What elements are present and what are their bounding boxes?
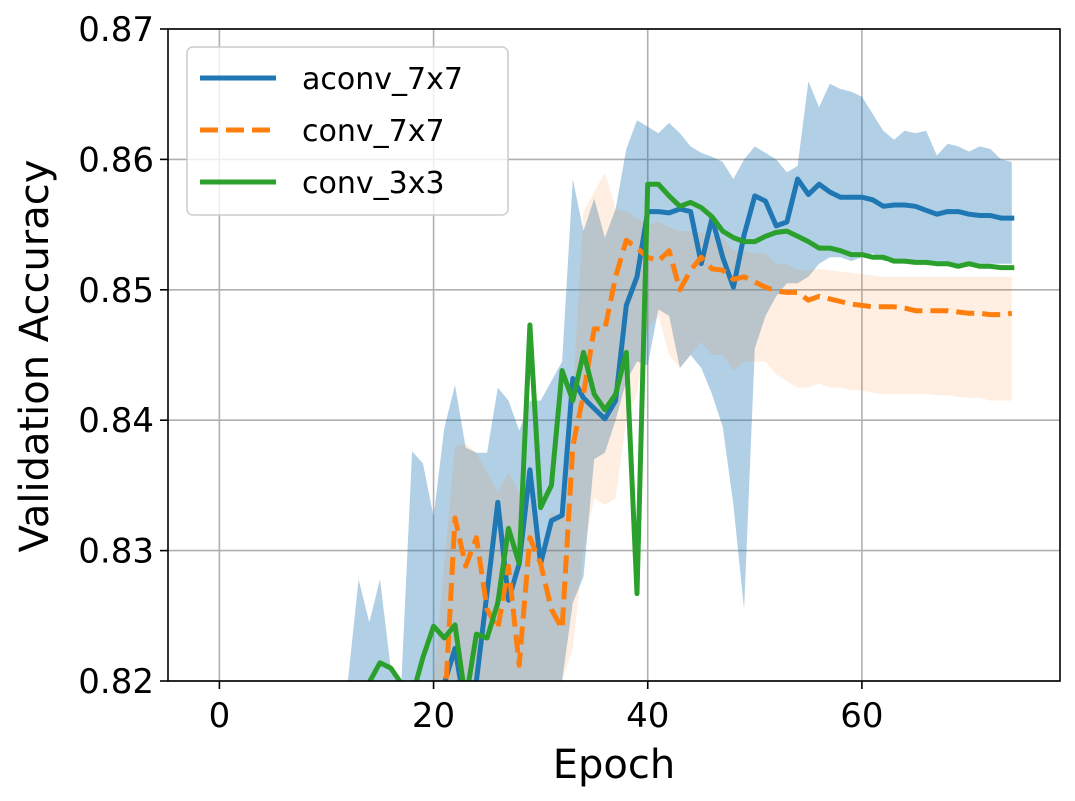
series-line-aconv_7x7: [442, 176, 1015, 681]
legend-label: conv_3x3: [302, 166, 445, 201]
y-tick-label: 0.87: [78, 10, 154, 50]
plot-frame: [167, 28, 1061, 682]
legend-label: conv_7x7: [302, 114, 445, 149]
x-axis-label: Epoch: [553, 742, 675, 788]
legend: aconv_7x7 conv_7x7 conv_3x3: [186, 46, 509, 216]
x-tick-label: 60: [840, 696, 883, 736]
y-axis-label: Validation Accuracy: [12, 160, 58, 553]
series-line-conv_3x3: [367, 181, 1015, 681]
y-tick-label: 0.83: [78, 532, 154, 572]
series-line-conv_7x7: [443, 237, 1013, 681]
confidence-band-aconv_7x7: [347, 81, 1012, 681]
legend-label: aconv_7x7: [302, 62, 463, 97]
y-tick-label: 0.85: [78, 271, 154, 311]
y-tick-label: 0.86: [78, 140, 154, 180]
x-tick-label: 20: [412, 696, 455, 736]
legend-box: [186, 46, 509, 216]
y-tick-label: 0.84: [78, 401, 154, 441]
y-tick-label: 0.82: [78, 662, 154, 702]
series-group: [347, 81, 1015, 681]
confidence-band-conv_7x7: [433, 172, 1012, 681]
x-tick-label: 40: [626, 696, 669, 736]
x-tick-label: 0: [209, 696, 231, 736]
plot-area: 0 20 40 60 0.82 0.83 0.84 0.85 0.86 0.87 aconv_7x7…: [78, 10, 1061, 736]
